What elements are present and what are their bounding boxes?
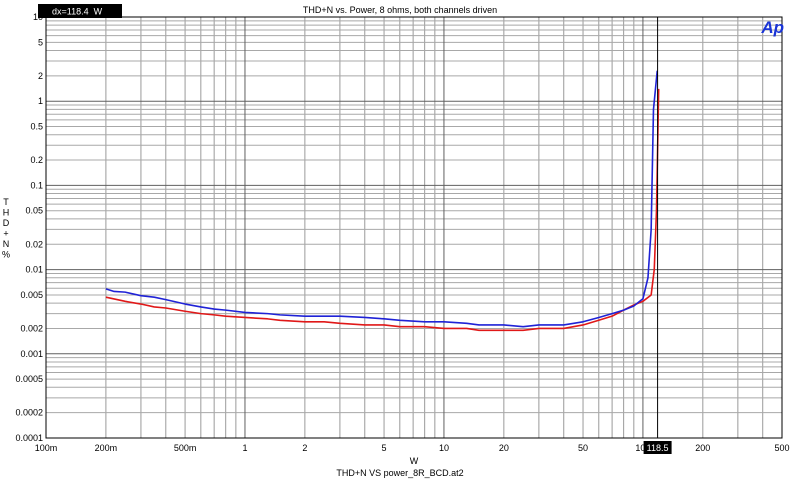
y-axis-label-char: % — [2, 250, 10, 260]
series-line-1 — [105, 70, 659, 328]
y-axis-label-char: N — [3, 239, 10, 249]
x-tick-label: 10 — [439, 443, 449, 453]
y-axis-label-char: D — [3, 218, 10, 228]
y-tick-label: 0.02 — [25, 239, 43, 249]
x-axis-label: W — [410, 456, 419, 466]
y-tick-label: 0.002 — [20, 323, 43, 333]
x-tick-label: 200m — [95, 443, 118, 453]
minor-grid — [46, 17, 783, 438]
y-axis-label-char: H — [3, 208, 10, 218]
series-layer — [105, 70, 660, 332]
x-tick-label: 5 — [382, 443, 387, 453]
x-tick-label: 100 — [635, 443, 650, 453]
readout-text: dx=118.4 W — [52, 7, 103, 17]
cursor-readout[interactable]: dx=118.4 W — [38, 4, 122, 18]
y-tick-label: 0.5 — [30, 122, 43, 132]
y-tick-label: 5 — [38, 37, 43, 47]
y-tick-label: 0.01 — [25, 265, 43, 275]
cursor-x-tag[interactable]: 118.5 — [643, 441, 672, 454]
y-tick-label: 0.0005 — [15, 374, 43, 384]
y-tick-label: 0.05 — [25, 206, 43, 216]
file-name-footer: THD+N VS power_8R_BCD.at2 — [336, 468, 463, 478]
readout-box — [38, 4, 122, 18]
y-axis-label-char: T — [3, 197, 9, 207]
chart-title: THD+N vs. Power, 8 ohms, both channels d… — [303, 5, 497, 15]
x-tick-labels: 100m 200m 500m 1 2 5 10 20 50 100 200 500 — [35, 443, 790, 453]
y-axis-label-char: + — [3, 229, 8, 239]
x-tick-label: 50 — [578, 443, 588, 453]
x-tick-label: 200 — [695, 443, 710, 453]
plot-frame — [45, 16, 783, 439]
y-tick-label: 2 — [38, 71, 43, 81]
y-tick-label: 0.005 — [20, 290, 43, 300]
y-tick-label: 0.0002 — [15, 408, 43, 418]
x-tick-label: 2 — [302, 443, 307, 453]
x-tick-label: 1 — [242, 443, 247, 453]
y-tick-label: 0.2 — [30, 155, 43, 165]
x-tick-label: 500 — [774, 443, 789, 453]
ap-logo: Ap — [760, 18, 784, 37]
x-tick-label: 500m — [174, 443, 197, 453]
y-tick-label: 0.001 — [20, 349, 43, 359]
series-line-2 — [105, 88, 660, 332]
y-tick-label: 0.1 — [30, 180, 43, 190]
y-tick-labels: 10 5 2 1 0.5 0.2 0.1 0.05 0.02 0.01 0.005 0.002 0.00… — [15, 12, 43, 443]
cursor-tag-box — [643, 441, 672, 454]
cursor-tag-label: 118.5 — [647, 443, 669, 453]
y-axis-label: THD+N% — [2, 197, 10, 260]
x-tick-label: 100m — [35, 443, 58, 453]
y-tick-label: 1 — [38, 96, 43, 106]
major-grid — [45, 16, 782, 439]
x-tick-label: 20 — [499, 443, 509, 453]
y-tick-label: 10 — [33, 12, 43, 22]
y-tick-label: 0.0001 — [15, 433, 43, 443]
